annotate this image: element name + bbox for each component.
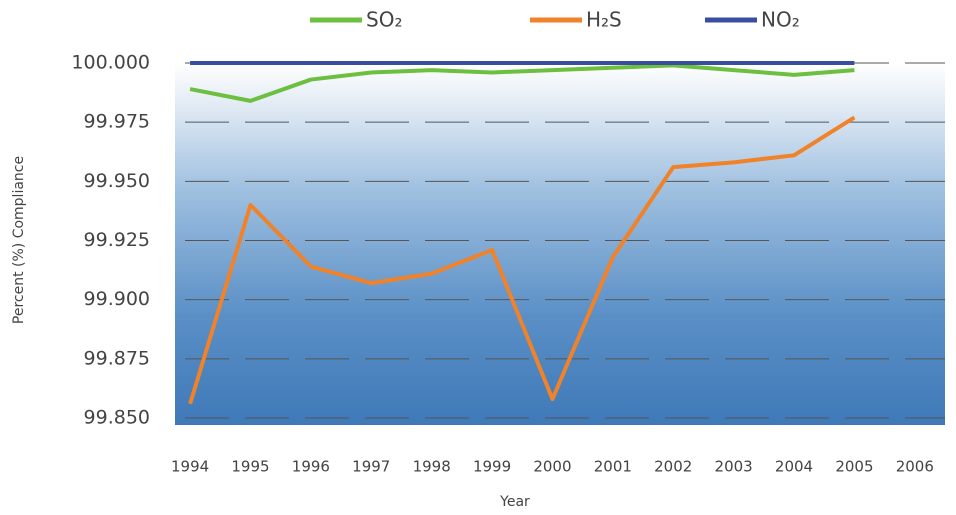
x-tick-label: 1995 — [231, 458, 269, 476]
y-tick-label: 99.850 — [84, 407, 150, 429]
x-tick-label: 1998 — [413, 458, 451, 476]
series-line — [188, 115, 856, 405]
x-tick-label: 2004 — [775, 458, 813, 476]
x-tick-label: 1999 — [473, 458, 511, 476]
x-tick-label: 1996 — [292, 458, 330, 476]
y-axis-title: Percent (%) Compliance — [11, 156, 27, 324]
legend-label: NO₂ — [761, 8, 800, 32]
y-tick-label: 99.925 — [84, 229, 150, 251]
legend-label: H₂S — [586, 8, 622, 32]
x-tick-label: 2000 — [533, 458, 571, 476]
x-tick-label: 2002 — [654, 458, 692, 476]
x-tick-label: 1997 — [352, 458, 390, 476]
y-tick-label: 99.900 — [84, 288, 150, 310]
y-tick-label: 100.000 — [71, 52, 150, 74]
x-tick-label: 2005 — [835, 458, 873, 476]
y-tick-label: 99.875 — [84, 347, 150, 369]
x-tick-label: 2006 — [896, 458, 934, 476]
x-tick-label: 2003 — [715, 458, 753, 476]
y-tick-label: 99.950 — [84, 170, 150, 192]
x-tick-label: 2001 — [594, 458, 632, 476]
plot-background — [175, 63, 945, 425]
series-line — [189, 63, 855, 103]
y-tick-label: 99.975 — [84, 111, 150, 133]
legend-label: SO₂ — [366, 8, 402, 32]
x-tick-label: 1994 — [171, 458, 209, 476]
x-axis-title: Year — [499, 494, 530, 510]
